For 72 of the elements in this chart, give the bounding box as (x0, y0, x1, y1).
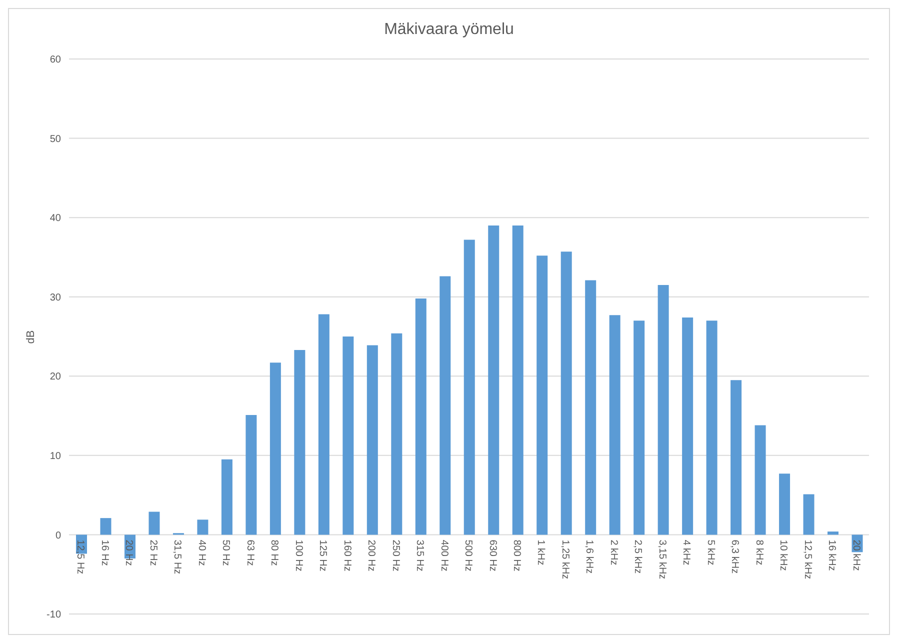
x-tick-label: 1,25 kHz (559, 540, 570, 580)
y-tick-label: 30 (50, 292, 62, 304)
x-tick-label: 2 kHz (608, 540, 619, 566)
bar (536, 256, 548, 535)
x-tick-label: 16 kHz (826, 540, 838, 571)
bar (585, 280, 596, 535)
bar (803, 494, 814, 535)
bar (560, 252, 572, 535)
y-axis-title: dB (25, 330, 37, 344)
x-tick-label: 500 Hz (462, 540, 474, 572)
x-tick-label: 100 Hz (292, 540, 304, 572)
bar (342, 336, 354, 535)
x-tick-label: 1 kHz (535, 540, 546, 566)
x-tick-label: 4 kHz (680, 540, 692, 566)
bar (609, 315, 620, 535)
bar (318, 314, 330, 535)
bar (488, 226, 500, 535)
x-tick-label: 5 kHz (704, 540, 716, 566)
bar (440, 276, 451, 535)
bar (148, 512, 160, 535)
y-tick-label: 0 (55, 530, 62, 542)
chart-title: Mäkivaara yömelu (383, 21, 515, 39)
bar (246, 414, 257, 535)
x-tick-label: 160 Hz (341, 540, 352, 572)
bar (512, 226, 524, 535)
bar (221, 459, 232, 535)
bar (682, 317, 694, 535)
x-tick-label: 10 kHz (778, 540, 789, 571)
bar (270, 362, 281, 535)
bar (366, 345, 378, 535)
x-tick-label: 63 Hz (244, 540, 256, 566)
x-tick-label: 31,5 Hz (172, 540, 183, 574)
x-tick-label: 125 Hz (317, 540, 328, 572)
bar (415, 298, 426, 535)
x-tick-label: 2,5 kHz (632, 540, 644, 574)
y-tick-label: 50 (50, 134, 62, 145)
y-tick-label: -10 (46, 610, 62, 621)
bar (294, 350, 306, 535)
x-tick-label: 12,5 kHz (802, 540, 813, 580)
bar (706, 320, 718, 535)
bar (658, 284, 669, 535)
y-tick-label: 60 (50, 54, 62, 66)
x-tick-label: 20 kHz (850, 540, 862, 571)
bar (464, 240, 475, 535)
bar (779, 474, 790, 535)
x-tick-label: 8 kHz (753, 540, 764, 566)
bar (197, 520, 208, 535)
x-tick-label: 630 Hz (486, 540, 498, 572)
y-tick-label: 10 (50, 450, 62, 462)
y-tick-label: 20 (50, 372, 62, 383)
bar (754, 425, 766, 535)
x-tick-label: 12,5 Hz (74, 540, 86, 574)
x-tick-label: 6,3 kHz (729, 540, 740, 574)
x-tick-label: 400 Hz (438, 540, 450, 572)
x-tick-label: 3,15 kHz (656, 540, 668, 580)
bar (100, 518, 112, 535)
x-tick-label: 40 Hz (196, 540, 207, 566)
x-tick-label: 1,6 kHz (584, 540, 595, 574)
x-tick-label: 20 Hz (123, 540, 134, 566)
x-tick-label: 25 Hz (147, 540, 158, 566)
bar (828, 532, 839, 535)
bar (391, 333, 402, 535)
bar (634, 320, 645, 535)
x-tick-label: 80 Hz (268, 540, 280, 566)
x-tick-label: 800 Hz (510, 540, 522, 572)
x-tick-label: 16 Hz (98, 540, 110, 566)
x-tick-label: 315 Hz (414, 540, 426, 572)
x-tick-label: 200 Hz (366, 540, 377, 572)
x-tick-label: 50 Hz (220, 540, 232, 566)
bar (730, 380, 742, 535)
x-tick-label: 250 Hz (390, 540, 401, 572)
y-tick-label: 40 (50, 213, 62, 224)
